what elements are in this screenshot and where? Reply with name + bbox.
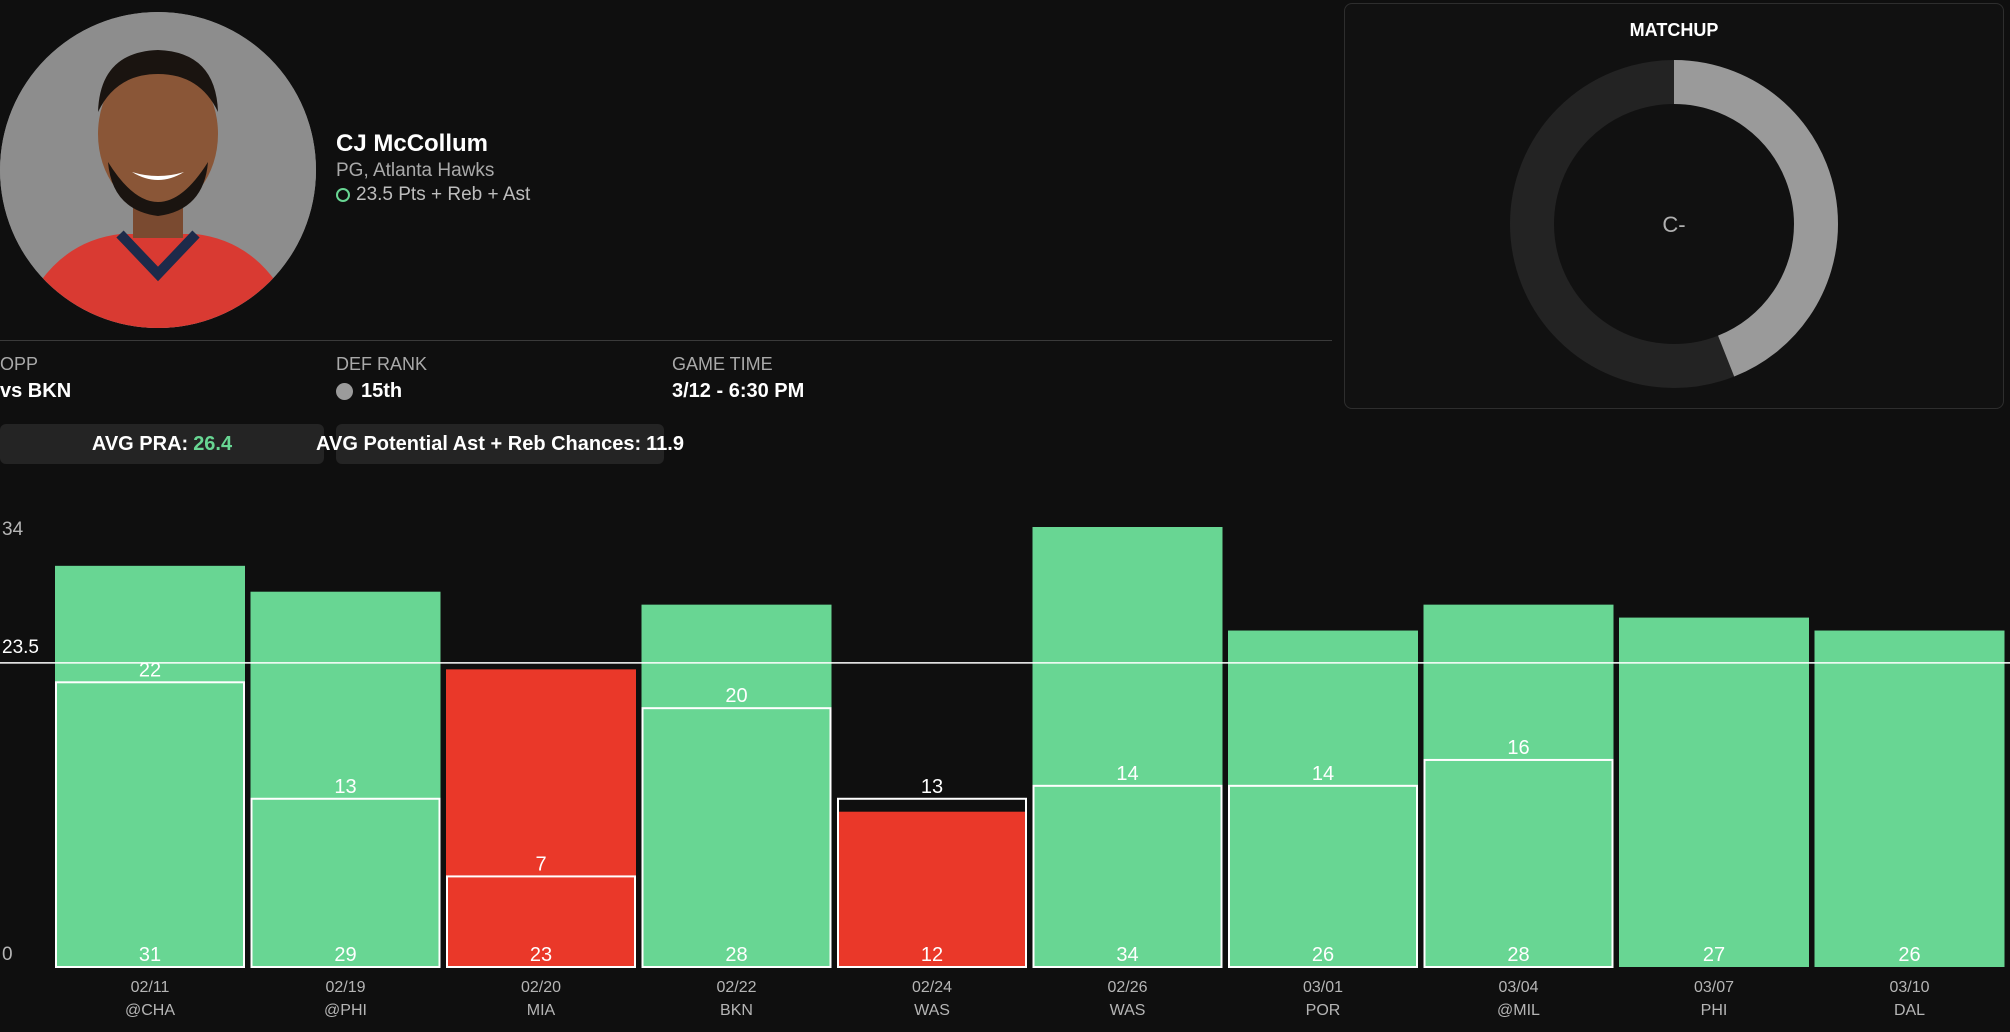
bar-main [1228,630,1418,967]
game-time-value: 3/12 - 6:30 PM [672,380,805,402]
bar-main [1619,617,1809,967]
matchup-grade: C- [1662,212,1685,237]
bar-value-label: 12 [921,944,943,966]
avg-chances-pill: AVG Potential Ast + Reb Chances: 11.9 [316,424,684,464]
bar-main [837,811,1027,967]
x-opponent-label: @CHA [125,1002,175,1019]
donut-fill [1510,60,1838,388]
avg-pra-label: AVG PRA: [91,432,189,455]
bar-value-label: 31 [139,944,161,966]
x-opponent-label: MIA [527,1002,556,1019]
def-rank: 15th [336,380,402,403]
player-headshot-icon [0,12,316,328]
matchup-title: MATCHUP [1629,20,1719,40]
x-date-label: 02/19 [325,979,365,996]
game-time-label: GAME TIME [672,354,773,374]
bar-secondary-outline [250,797,441,968]
bar-secondary-outline [1423,758,1614,968]
bar-secondary-outline [1032,784,1223,968]
bar-secondary-label: 13 [921,776,943,798]
bar-value-label: 28 [725,944,747,966]
pra-bar-chart: 34 0 23.5 22 31 02/11 @CHA 13 29 02/19 @PHI 7 23 0… [0,519,2010,1019]
bar-secondary-label: 16 [1507,737,1529,759]
bar-value-label: 27 [1703,944,1725,966]
bar-value-label: 23 [530,944,552,966]
opp-label: OPP [0,354,39,374]
labels-layer: 22 31 02/11 @CHA 13 29 02/19 @PHI 7 23 02/20 MIA 20 2… [125,659,1930,1019]
matchup-card: MATCHUP C- [1344,3,2004,409]
avg-pra-value: 26.4 [193,432,233,455]
avg-pra-pill: AVG PRA: 26.4 [0,424,324,464]
matchup-donut: C- [1510,60,1838,388]
prop-line-text: 23.5 Pts + Reb + Ast [356,184,531,205]
x-date-label: 03/01 [1303,979,1343,996]
bar-value-label: 26 [1898,944,1920,966]
player-position-team: PG, Atlanta Hawks [336,160,495,181]
x-date-label: 03/04 [1498,979,1538,996]
bars-layer [55,527,2005,969]
x-opponent-label: WAS [1110,1002,1146,1019]
opp-value: vs BKN [0,380,72,402]
bar-secondary-outline [55,681,245,968]
bar-main [55,565,245,967]
def-rank-value: 15th [361,380,403,402]
x-opponent-label: PHI [1701,1002,1728,1019]
bar-secondary-label: 22 [139,659,161,681]
bar-main [1814,630,2005,967]
bar-main [446,669,636,967]
x-date-label: 02/24 [912,979,952,996]
bar-value-label: 26 [1312,944,1334,966]
avg-chances-label: AVG Potential Ast + Reb Chances: [316,432,642,455]
x-date-label: 03/07 [1694,979,1734,996]
bar-secondary-label: 7 [535,853,546,875]
bar-value-label: 29 [334,944,356,966]
avg-chances-value: 11.9 [646,432,684,455]
bar-secondary-outline [641,707,832,968]
header-divider [0,340,1332,341]
x-date-label: 02/26 [1107,979,1147,996]
bar-secondary-outline [1228,784,1418,968]
over-indicator-icon [336,188,350,202]
x-date-label: 02/22 [716,979,756,996]
bar-value-label: 34 [1116,944,1138,966]
x-opponent-label: @MIL [1497,1002,1540,1019]
x-opponent-label: BKN [720,1002,753,1019]
bar-secondary-label: 13 [334,776,356,798]
x-opponent-label: @PHI [324,1002,367,1019]
bar-secondary-label: 20 [725,685,747,707]
y-tick-max: 34 [2,519,24,540]
bar-secondary-label: 14 [1116,763,1138,785]
x-opponent-label: WAS [914,1002,950,1019]
x-opponent-label: POR [1306,1002,1341,1019]
y-tick-zero: 0 [2,944,13,965]
player-avatar [0,12,316,328]
bar-value-label: 28 [1507,944,1529,966]
x-opponent-label: DAL [1894,1002,1925,1019]
player-name: CJ McCollum [336,130,489,157]
bar-main [250,591,441,967]
x-date-label: 02/11 [131,979,170,996]
bar-main [641,604,832,967]
def-rank-dot-icon [336,383,353,400]
bar-secondary-label: 14 [1312,763,1334,785]
x-date-label: 02/20 [521,979,561,996]
x-date-label: 03/10 [1889,979,1929,996]
prop-line: 23.5 Pts + Reb + Ast [336,184,530,206]
def-rank-label: DEF RANK [336,354,428,374]
bar-main [1423,604,1614,967]
bar-secondary-outline [837,797,1027,968]
bar-main [1032,527,1223,967]
threshold-label: 23.5 [2,637,39,658]
bar-secondary-outline [446,875,636,969]
